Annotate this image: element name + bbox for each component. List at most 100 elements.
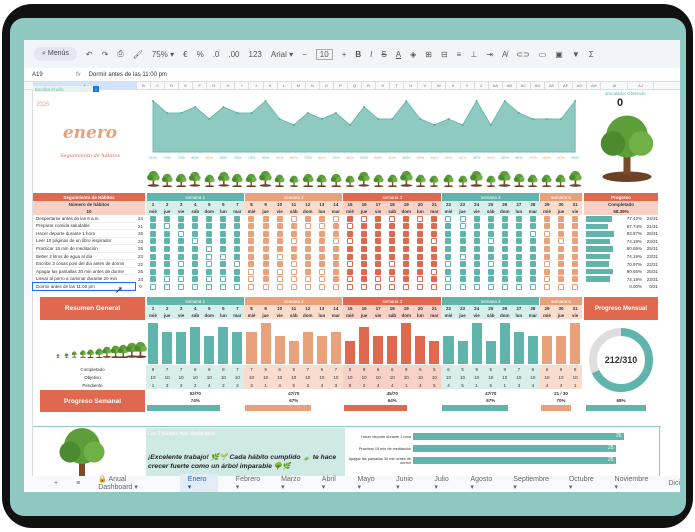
habit-checkbox[interactable]	[220, 276, 227, 283]
habit-checkbox[interactable]	[389, 246, 396, 252]
habit-checkbox[interactable]	[445, 268, 452, 275]
font-size-input[interactable]: 10	[315, 48, 333, 60]
habit-checkbox[interactable]	[150, 268, 156, 275]
habit-checkbox[interactable]	[150, 215, 156, 222]
habit-checkbox[interactable]	[431, 268, 438, 275]
habit-checkbox[interactable]	[150, 238, 156, 245]
habit-checkbox[interactable]	[150, 276, 156, 283]
habit-name[interactable]: Beber 2 litros de agua al día	[33, 253, 135, 261]
sheet-tab[interactable]: Septiembre ▾	[513, 475, 550, 491]
habit-checkbox[interactable]	[558, 246, 565, 252]
habit-checkbox[interactable]	[220, 283, 227, 290]
habit-checkbox[interactable]	[459, 215, 466, 222]
habit-checkbox[interactable]	[543, 283, 550, 290]
habit-name[interactable]: Escribir 3 cosas posi del día antes de d…	[33, 260, 135, 268]
habit-checkbox[interactable]	[234, 268, 241, 275]
sheet-tab[interactable]: Mayo ▾	[357, 475, 375, 491]
habit-checkbox[interactable]	[417, 230, 424, 237]
habit-checkbox[interactable]	[375, 238, 382, 245]
rotate-icon[interactable]: A̸	[501, 49, 508, 59]
column-header[interactable]: AD	[531, 82, 545, 90]
all-sheets-button[interactable]: ≡	[76, 479, 81, 487]
habit-checkbox[interactable]	[234, 253, 241, 260]
column-header[interactable]: K	[264, 82, 278, 90]
habit-checkbox[interactable]	[389, 215, 396, 222]
habit-checkbox[interactable]	[234, 223, 241, 230]
habit-checkbox[interactable]	[248, 283, 255, 290]
habit-checkbox[interactable]	[501, 238, 508, 245]
habit-checkbox[interactable]	[276, 246, 283, 252]
habit-checkbox[interactable]	[192, 238, 199, 245]
habit-checkbox[interactable]	[262, 261, 269, 268]
habit-checkbox[interactable]	[515, 230, 522, 237]
habit-checkbox[interactable]	[529, 246, 536, 252]
habit-checkbox[interactable]	[164, 223, 171, 230]
habit-checkbox[interactable]	[515, 238, 522, 245]
column-header[interactable]: N	[306, 82, 320, 90]
habit-checkbox[interactable]	[304, 215, 311, 222]
habit-checkbox[interactable]	[529, 215, 536, 222]
habit-checkbox[interactable]	[558, 253, 565, 260]
habit-checkbox[interactable]	[543, 276, 550, 283]
habit-checkbox[interactable]	[276, 230, 283, 237]
font-size-decrease[interactable]: −	[302, 49, 307, 59]
habit-checkbox[interactable]	[262, 230, 269, 237]
habit-checkbox[interactable]	[403, 246, 410, 252]
habit-checkbox[interactable]	[543, 223, 550, 230]
column-header[interactable]: U	[404, 82, 419, 90]
habit-checkbox[interactable]	[318, 246, 325, 252]
habit-checkbox[interactable]	[361, 283, 368, 290]
habit-checkbox[interactable]	[164, 246, 171, 252]
habit-checkbox[interactable]	[178, 268, 185, 275]
habit-checkbox[interactable]	[361, 268, 368, 275]
habit-checkbox[interactable]	[558, 283, 565, 290]
habit-checkbox[interactable]	[164, 261, 171, 268]
habit-checkbox[interactable]	[473, 283, 480, 290]
habit-checkbox[interactable]	[332, 238, 339, 245]
undo-icon[interactable]: ↶	[85, 49, 93, 59]
habit-checkbox[interactable]	[445, 223, 452, 230]
habit-checkbox[interactable]	[403, 230, 410, 237]
habit-checkbox[interactable]	[375, 215, 382, 222]
habit-checkbox[interactable]	[459, 268, 466, 275]
habit-checkbox[interactable]	[304, 276, 311, 283]
habit-checkbox[interactable]	[220, 215, 227, 222]
habit-checkbox[interactable]	[543, 230, 550, 237]
redo-icon[interactable]: ↷	[101, 49, 109, 59]
habit-checkbox[interactable]	[558, 261, 565, 268]
habit-checkbox[interactable]	[248, 261, 255, 268]
habit-checkbox[interactable]	[220, 238, 227, 245]
column-header[interactable]: AA	[489, 82, 503, 90]
column-header[interactable]: J	[250, 82, 264, 90]
habit-checkbox[interactable]	[543, 238, 550, 245]
habit-checkbox[interactable]	[431, 276, 438, 283]
habit-checkbox[interactable]	[361, 223, 368, 230]
habit-checkbox[interactable]	[234, 246, 241, 252]
habit-checkbox[interactable]	[206, 223, 213, 230]
habit-checkbox[interactable]	[445, 253, 452, 260]
habit-checkbox[interactable]	[178, 223, 185, 230]
habit-checkbox[interactable]	[417, 283, 424, 290]
habit-checkbox[interactable]	[178, 238, 185, 245]
habit-checkbox[interactable]	[501, 268, 508, 275]
habit-checkbox[interactable]	[487, 261, 494, 268]
habit-checkbox[interactable]	[318, 223, 325, 230]
habit-checkbox[interactable]	[234, 283, 241, 290]
habit-checkbox[interactable]	[473, 230, 480, 237]
habit-checkbox[interactable]	[248, 223, 255, 230]
habit-checkbox[interactable]	[262, 238, 269, 245]
habit-checkbox[interactable]	[262, 253, 269, 260]
habit-checkbox[interactable]	[515, 261, 522, 268]
habit-checkbox[interactable]	[304, 238, 311, 245]
borders-icon[interactable]: ⊞	[425, 49, 432, 59]
habit-checkbox[interactable]	[164, 238, 171, 245]
habit-checkbox[interactable]	[361, 276, 368, 283]
habit-checkbox[interactable]	[262, 215, 269, 222]
habit-checkbox[interactable]	[543, 253, 550, 260]
habit-checkbox[interactable]	[248, 215, 255, 222]
column-header[interactable]: Y	[461, 82, 475, 90]
habit-checkbox[interactable]	[150, 223, 156, 230]
habit-checkbox[interactable]	[150, 261, 156, 268]
habit-checkbox[interactable]	[403, 261, 410, 268]
habit-checkbox[interactable]	[459, 253, 466, 260]
